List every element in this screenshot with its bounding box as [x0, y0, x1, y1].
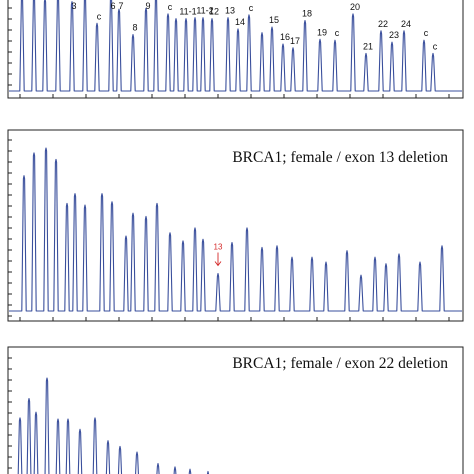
panel-3-title: BRCA1; female / exon 22 deletion	[232, 355, 448, 372]
peak-label: 12	[209, 7, 219, 17]
peak-label: c	[424, 28, 429, 38]
peak-label: 17	[290, 36, 300, 46]
peak-label: 16	[280, 32, 290, 42]
peak-label: 6	[110, 1, 115, 11]
peak-label: 23	[389, 30, 399, 40]
panel-1-trace	[9, 0, 462, 92]
peak-label: 11-1	[179, 7, 196, 17]
peak-label: 13	[225, 6, 235, 16]
peak-label: 14	[235, 17, 245, 27]
panel-2-deletion-marker: 13	[214, 243, 223, 267]
peak-label: c	[249, 3, 254, 13]
peak-label: 7	[118, 1, 123, 11]
peak-label: 20	[350, 2, 360, 12]
peak-label: 19	[317, 27, 327, 37]
deletion-exon-label: 13	[214, 243, 223, 252]
panel-3-trace	[17, 377, 210, 474]
panel-1-ticks	[8, 7, 450, 98]
peak-label: c	[335, 28, 340, 38]
deletion-arrow-icon	[214, 252, 222, 267]
peak-label: 11-2	[196, 6, 213, 16]
panel-3-exon-22-deletion: BRCA1; female / exon 22 deletion	[7, 346, 464, 474]
panel-3-frame	[7, 346, 464, 474]
peak-label: 18	[302, 9, 312, 19]
peak-label: c	[433, 41, 438, 51]
peak-label: 21	[363, 41, 373, 51]
panel-2-exon-13-deletion: BRCA1; female / exon 13 deletion 13	[7, 129, 464, 322]
peak-label: 22	[378, 19, 388, 29]
panel-2-trace	[9, 147, 462, 312]
panel-2-ticks	[8, 139, 450, 321]
peak-label: c	[168, 2, 173, 12]
panel-2-title: BRCA1; female / exon 13 deletion	[232, 149, 448, 166]
panel-3-ticks	[8, 357, 12, 469]
peak-label: 15	[269, 15, 279, 25]
peak-label: c	[97, 11, 102, 21]
peak-label: 8	[132, 23, 137, 33]
peak-label: 9	[145, 1, 150, 11]
peak-label: 3	[71, 1, 76, 11]
peak-label: 24	[401, 19, 411, 29]
